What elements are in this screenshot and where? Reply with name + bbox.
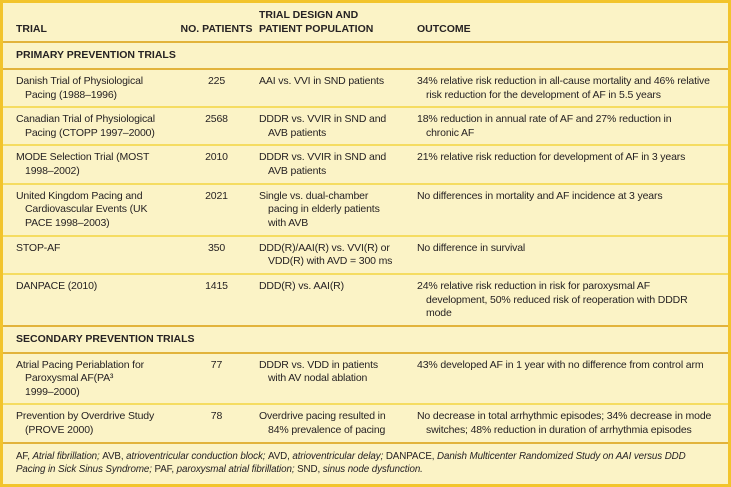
cell-trial: Atrial Pacing Periablation for Paroxysma… (16, 358, 144, 398)
table-row-danish-trial: Danish Trial of Physiological Pacing (19… (3, 70, 728, 106)
cell-outcome: 34% relative risk reduction in all-cause… (417, 74, 710, 101)
cell-no-patients: 1415 (205, 279, 228, 292)
cell-outcome: 18% reduction in annual rate of AF and 2… (417, 113, 672, 139)
cell-no-patients: 225 (207, 74, 226, 87)
cell-trial-design: DDDR vs. VDD in patients with AV nodal a… (259, 358, 378, 385)
table-row-stop-af: STOP-AF 350 DDD(R)/AAI(R) vs. VVI(R) or … (3, 234, 728, 273)
cell-no-patients: 2021 (205, 189, 228, 202)
table-row-danpace: DANPACE (2010) 1415 DDD(R) vs. AAI(R) 24… (3, 272, 728, 325)
cell-no-patients: 2568 (205, 113, 228, 126)
footnote-text: AF, Atrial fibrillation; AVB, atrioventr… (16, 450, 686, 475)
cell-trial-design: AAI vs. VVI in SND patients (259, 74, 384, 87)
footnote-abbreviations: AF, Atrial fibrillation; AVB, atrioventr… (3, 441, 728, 480)
table-row-mode-selection-trial: MODE Selection Trial (MOST 1998–2002) 20… (3, 144, 728, 182)
cell-trial: MODE Selection Trial (MOST 1998–2002) (16, 151, 150, 178)
cell-trial: Canadian Trial of Physiological Pacing (… (16, 113, 155, 139)
table-row-atrial-pacing-periablation: Atrial Pacing Periablation for Paroxysma… (3, 354, 728, 404)
cell-no-patients: 78 (210, 410, 223, 423)
column-header-no-patients: NO. PATIENTS (180, 22, 253, 35)
cell-outcome: 24% relative risk reduction in risk for … (417, 279, 688, 320)
cell-outcome: No decrease in total arrhythmic episodes… (417, 410, 712, 437)
section-header-secondary-prevention: SECONDARY PREVENTION TRIALS (3, 324, 728, 354)
cell-trial-design: Overdrive pacing resulted in 84% prevale… (259, 410, 386, 437)
cell-trial-design: DDD(R) vs. AAI(R) (259, 279, 344, 292)
column-header-trial: TRIAL (16, 22, 47, 35)
cell-trial: DANPACE (2010) (16, 279, 98, 292)
table-row-prove: Prevention by Overdrive Study (PROVE 200… (3, 403, 728, 441)
cell-trial: STOP-AF (16, 241, 61, 254)
cell-outcome: No difference in survival (417, 241, 526, 254)
cell-outcome: 21% relative risk reduction for developm… (417, 151, 686, 164)
column-header-outcome: OUTCOME (417, 22, 471, 35)
cell-outcome: 43% developed AF in 1 year with no diffe… (417, 358, 704, 371)
table-header-row: TRIAL NO. PATIENTS TRIAL DESIGN AND PATI… (3, 3, 728, 44)
table-row-canadian-trial: Canadian Trial of Physiological Pacing (… (3, 106, 728, 144)
cell-trial-design: DDDR vs. VVIR in SND and AVB patients (259, 151, 387, 178)
cell-trial: Danish Trial of Physiological Pacing (19… (16, 74, 143, 101)
cell-trial-design: Single vs. dual-chamber pacing in elderl… (259, 189, 380, 230)
cell-trial: Prevention by Overdrive Study (PROVE 200… (16, 410, 155, 437)
cell-trial-design: DDDR vs. VVIR in SND and AVB patients (259, 113, 387, 139)
cell-outcome: No differences in mortality and AF incid… (417, 189, 663, 202)
column-header-trial-design: TRIAL DESIGN AND PATIENT POPULATION (259, 9, 374, 35)
cell-no-patients: 77 (210, 358, 223, 371)
section-header-primary-prevention: PRIMARY PREVENTION TRIALS (3, 43, 728, 70)
table-row-uk-pace: United Kingdom Pacing and Cardiovascular… (3, 182, 728, 235)
cell-trial: United Kingdom Pacing and Cardiovascular… (16, 189, 148, 230)
cell-no-patients: 350 (207, 241, 226, 254)
cell-no-patients: 2010 (205, 151, 228, 164)
cell-trial-design: DDD(R)/AAI(R) vs. VVI(R) or VDD(R) with … (259, 241, 393, 268)
